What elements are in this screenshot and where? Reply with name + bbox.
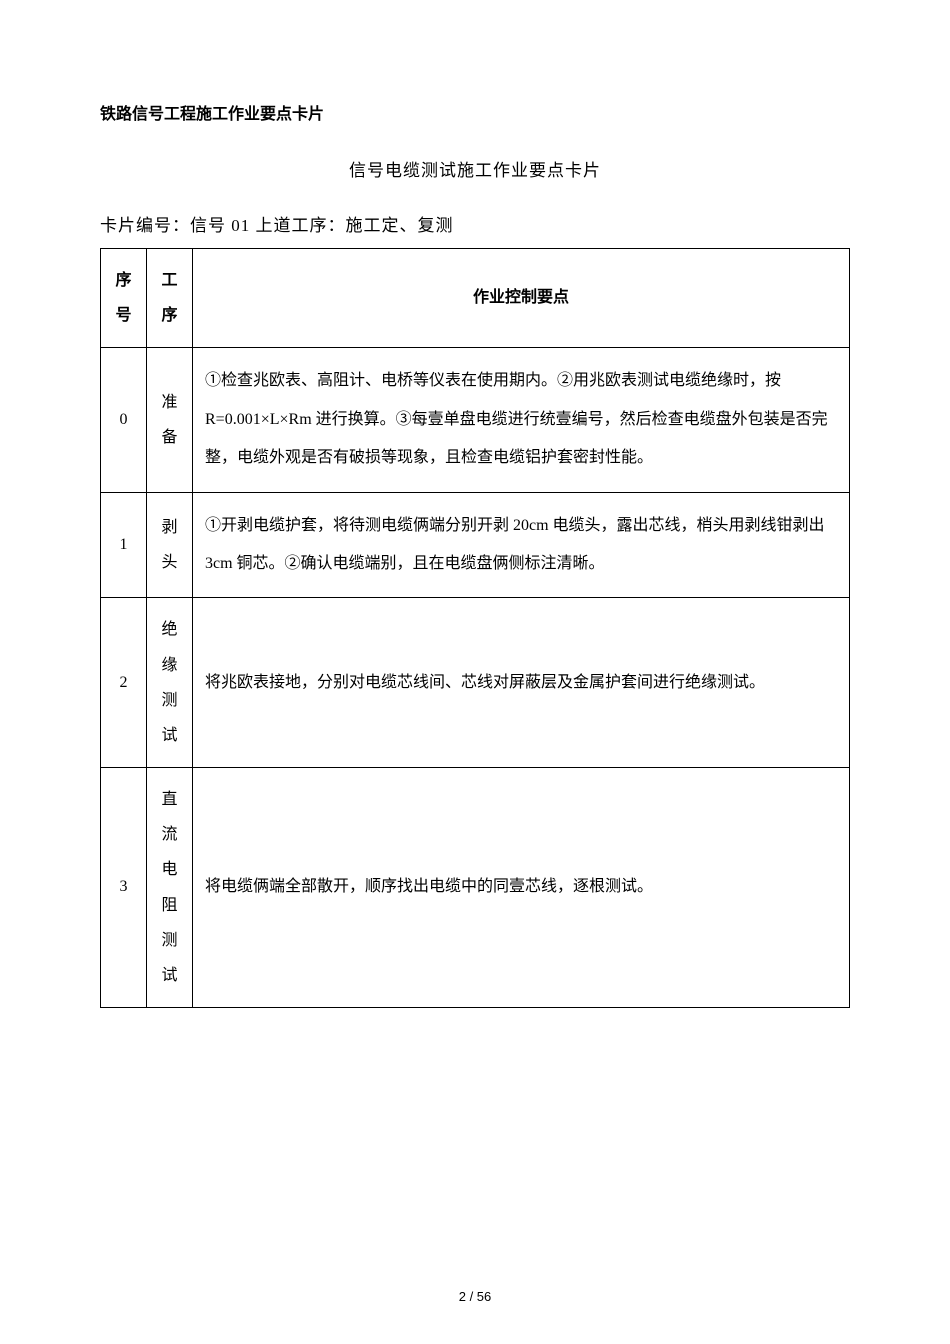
table-header-row: 序号 工序 作业控制要点	[101, 249, 850, 348]
header-step: 工序	[147, 249, 193, 348]
procedure-table: 序号 工序 作业控制要点 0 准备 ①检查兆欧表、高阻计、电桥等仪表在使用期内。…	[100, 248, 850, 1008]
table-row: 1 剥头 ①开剥电缆护套，将待测电缆俩端分别开剥 20cm 电缆头，露出芯线，梢…	[101, 492, 850, 598]
table-row: 2 绝缘测试 将兆欧表接地，分别对电缆芯线间、芯线对屏蔽层及金属护套间进行绝缘测…	[101, 598, 850, 768]
cell-content: 将兆欧表接地，分别对电缆芯线间、芯线对屏蔽层及金属护套间进行绝缘测试。	[193, 598, 850, 768]
cell-content: 将电缆俩端全部散开，顺序找出电缆中的同壹芯线，逐根测试。	[193, 768, 850, 1008]
cell-seq: 0	[101, 348, 147, 492]
table-row: 0 准备 ①检查兆欧表、高阻计、电桥等仪表在使用期内。②用兆欧表测试电缆绝缘时，…	[101, 348, 850, 492]
page-footer: 2 / 56	[0, 1289, 950, 1304]
header-content: 作业控制要点	[193, 249, 850, 348]
cell-step: 准备	[147, 348, 193, 492]
cell-content: ①检查兆欧表、高阻计、电桥等仪表在使用期内。②用兆欧表测试电缆绝缘时，按 R=0…	[193, 348, 850, 492]
cell-seq: 2	[101, 598, 147, 768]
header-seq: 序号	[101, 249, 147, 348]
cell-seq: 1	[101, 492, 147, 598]
cell-content: ①开剥电缆护套，将待测电缆俩端分别开剥 20cm 电缆头，露出芯线，梢头用剥线钳…	[193, 492, 850, 598]
document-title: 信号电缆测试施工作业要点卡片	[100, 156, 850, 181]
document-subtitle: 卡片编号：信号 01 上道工序：施工定、复测	[100, 211, 850, 236]
cell-step: 剥头	[147, 492, 193, 598]
cell-step: 绝缘测试	[147, 598, 193, 768]
cell-step: 直流电阻测试	[147, 768, 193, 1008]
page-header: 铁路信号工程施工作业要点卡片	[100, 100, 850, 124]
table-row: 3 直流电阻测试 将电缆俩端全部散开，顺序找出电缆中的同壹芯线，逐根测试。	[101, 768, 850, 1008]
cell-seq: 3	[101, 768, 147, 1008]
